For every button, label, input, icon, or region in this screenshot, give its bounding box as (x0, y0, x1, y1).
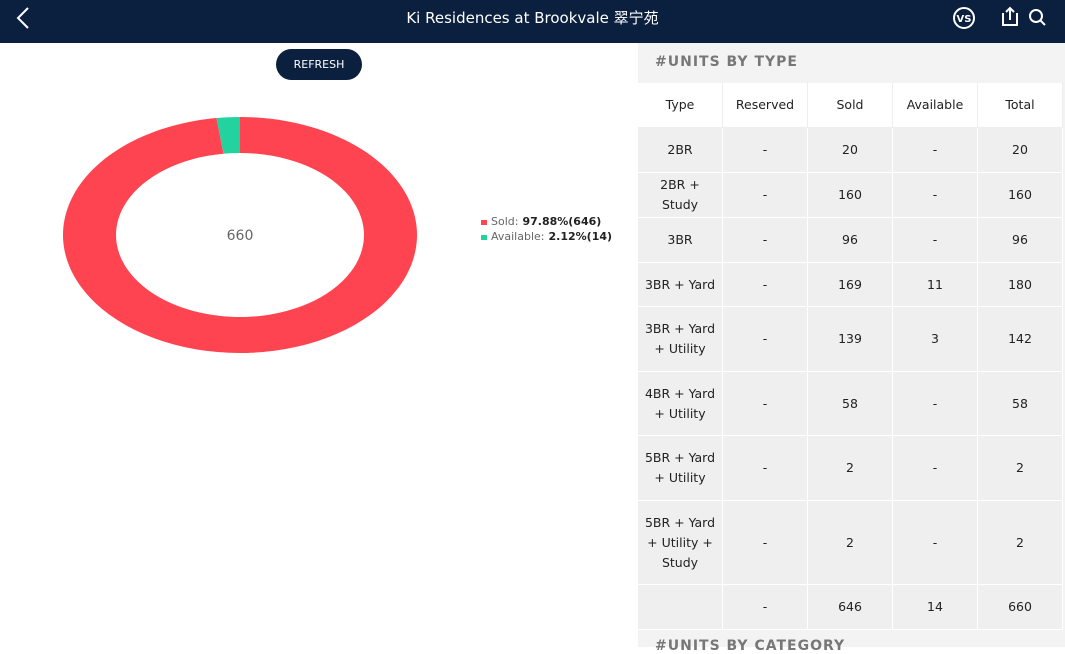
legend-value: 97.88%(646) (522, 215, 601, 228)
table-cell: 3BR + Yard + Utility (638, 307, 723, 372)
table-cell: 58 (978, 372, 1063, 436)
table-cell: - (723, 128, 808, 173)
table-cell: - (723, 218, 808, 263)
table-cell: 169 (808, 263, 893, 307)
center-total: 660 (227, 228, 254, 244)
table-cell: - (893, 372, 978, 436)
table-cell (638, 585, 723, 630)
table-cell: 4BR + Yard + Utility (638, 372, 723, 436)
legend-swatch (481, 220, 487, 225)
table-cell: - (723, 173, 808, 218)
vs-button[interactable] (953, 7, 975, 29)
table-cell: 3 (893, 307, 978, 372)
table-cell: 5BR + Yard + Utility (638, 436, 723, 501)
table-cell: 160 (978, 173, 1063, 218)
table-cell: 2 (978, 436, 1063, 501)
table-cell: - (893, 501, 978, 585)
table-cell: 2 (978, 501, 1063, 585)
back-button[interactable] (16, 7, 29, 29)
total-cell: - (723, 585, 808, 630)
section-title: #UNITS BY CATEGORY (655, 638, 846, 654)
table-cell: 2BR (638, 128, 723, 173)
units-panel: #UNITS BY TYPE Type Reserved Sold Available… (638, 43, 1065, 654)
table-cell: 20 (978, 128, 1063, 173)
table-cell: 96 (808, 218, 893, 263)
search-button[interactable] (1029, 9, 1043, 23)
table-cell: 58 (808, 372, 893, 436)
table-cell: - (723, 372, 808, 436)
donut-chart: Sold: 97.88%(646) Available: 2.12%(14) 660 (63, 117, 612, 354)
table-cell: 180 (978, 263, 1063, 307)
table-cell: 2BR + Study (638, 173, 723, 218)
table-cell: 11 (893, 263, 978, 307)
table-cell: 160 (808, 173, 893, 218)
legend-name: Available: (491, 230, 545, 243)
legend-value: 2.12%(14) (549, 230, 613, 243)
table-cell: 2 (808, 501, 893, 585)
table-cell: - (893, 173, 978, 218)
table-cell: 142 (978, 307, 1063, 372)
legend-swatch (481, 235, 487, 240)
refresh-button[interactable]: REFRESH (276, 49, 362, 80)
table-cell: 3BR + Yard (638, 263, 723, 307)
table-cell: - (893, 436, 978, 501)
column-header: Sold (808, 83, 893, 128)
column-header: Reserved (723, 83, 808, 128)
table-cell: - (723, 436, 808, 501)
total-cell: 646 (808, 585, 893, 630)
search-handle (1039, 19, 1046, 26)
column-header: Total (978, 83, 1063, 128)
donut-slice (216, 117, 240, 154)
section-title: #UNITS BY TYPE (655, 54, 798, 70)
table-cell: - (723, 263, 808, 307)
column-header: Available (893, 83, 978, 128)
legend-entry: Available: 2.12%(14) (491, 230, 612, 243)
legend-entry: Sold: 97.88%(646) (491, 215, 601, 228)
table-cell: - (893, 218, 978, 263)
total-cell: 14 (893, 585, 978, 630)
table-cell: - (723, 501, 808, 585)
table-cell: 2 (808, 436, 893, 501)
top-bar: VS Ki Residences at Brookvale 翠宁苑 (0, 0, 1065, 43)
table-cell: 20 (808, 128, 893, 173)
table-cell: - (723, 307, 808, 372)
vs-label: VS (957, 14, 972, 25)
table-cell: 139 (808, 307, 893, 372)
column-header: Type (638, 83, 723, 128)
table-cell: 5BR + Yard + Utility + Study (638, 501, 723, 585)
legend-name: Sold: (491, 215, 518, 228)
donut-slice (63, 117, 418, 354)
share-button[interactable] (1002, 6, 1018, 26)
table-cell: - (893, 128, 978, 173)
table-cell: 3BR (638, 218, 723, 263)
icons: VS (16, 6, 1046, 29)
page-title: Ki Residences at Brookvale 翠宁苑 (406, 9, 659, 27)
total-cell: 660 (978, 585, 1063, 630)
table-cell: 96 (978, 218, 1063, 263)
